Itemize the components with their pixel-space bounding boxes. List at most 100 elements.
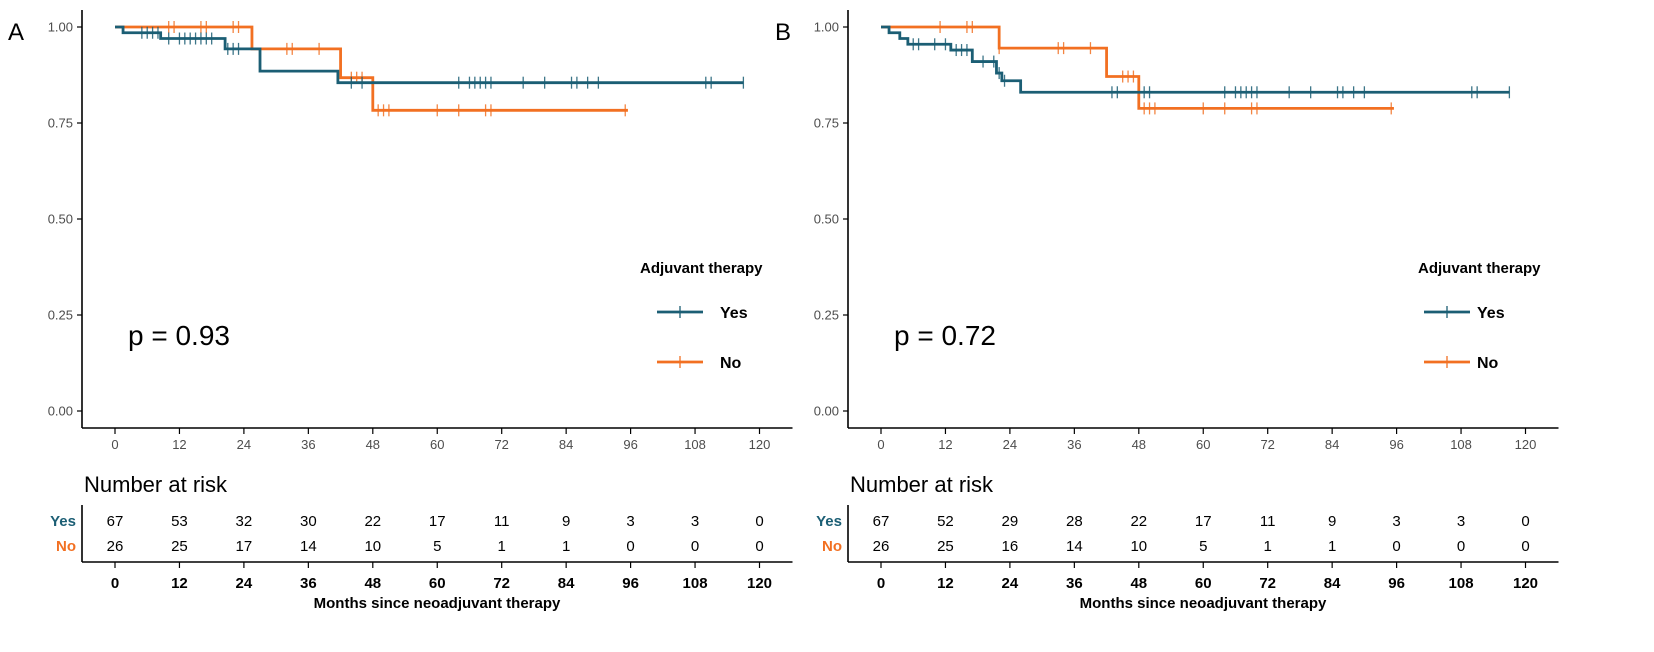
x-tick-label: 48 [1132,437,1146,452]
risk-count: 10 [1130,538,1147,555]
risk-table-tick-label: 72 [1259,575,1276,592]
x-tick-label: 84 [559,437,573,452]
panel-a: Ap = 0.93 0.00 0.25 0.50 0.75 1.00 0 12 24 36 48 60… [8,10,793,612]
risk-count: 22 [1130,513,1147,530]
y-tick-label: 1.00 [48,20,73,35]
legend-title: Adjuvant therapy [1418,260,1541,277]
risk-table-tick-label: 36 [1066,575,1083,592]
x-tick-label: 24 [1003,437,1017,452]
risk-count: 26 [873,538,890,555]
risk-count: 1 [1328,538,1336,555]
risk-table-tick-label: 120 [747,575,772,592]
x-tick-label: 120 [749,437,771,452]
survival-curve-yes [881,25,1510,94]
risk-row-label-yes: Yes [816,513,842,530]
x-tick-label: 84 [1325,437,1339,452]
risk-count: 3 [1392,513,1400,530]
y-tick-label: 0.50 [814,212,839,227]
risk-table-tick-label: 96 [622,575,639,592]
risk-count: 14 [300,538,317,555]
risk-count: 17 [429,513,446,530]
risk-table-tick-label: 60 [429,575,446,592]
risk-table-tick-label: 120 [1513,575,1538,592]
risk-count: 11 [494,513,510,530]
risk-count: 30 [300,513,317,530]
risk-count: 5 [433,538,441,555]
risk-count: 16 [1002,538,1019,555]
risk-count: 14 [1066,538,1083,555]
legend-label-no: No [1477,355,1499,372]
risk-table-tick-label: 84 [558,575,575,592]
legend-label-yes: Yes [720,305,748,322]
risk-table-title: Number at risk [84,472,228,497]
risk-count: 53 [171,513,188,530]
x-tick-label: 0 [877,437,884,452]
risk-count: 1 [562,538,570,555]
survival-curve-no [115,25,628,112]
y-tick-label: 0.75 [48,116,73,131]
risk-count: 0 [755,513,763,530]
x-tick-label: 108 [1450,437,1472,452]
risk-count: 17 [236,538,253,555]
p-value: p = 0.72 [894,320,996,351]
risk-count: 0 [1392,538,1400,555]
y-tick-label: 0.50 [48,212,73,227]
risk-count: 67 [873,513,890,530]
risk-count: 11 [1260,513,1276,530]
risk-table-tick-label: 48 [364,575,381,592]
risk-count: 17 [1195,513,1212,530]
risk-count: 26 [107,538,124,555]
x-tick-label: 36 [1067,437,1081,452]
survival-curve-no [881,25,1394,110]
risk-count: 1 [498,538,506,555]
risk-count: 0 [1521,513,1529,530]
x-tick-label: 24 [237,437,251,452]
panel-b: Bp = 0.72 0.00 0.25 0.50 0.75 1.00 0 12 24 36 48 60… [775,10,1559,612]
risk-count: 9 [1328,513,1336,530]
legend-label-yes: Yes [1477,305,1505,322]
panel-label: A [8,19,24,46]
risk-count: 52 [937,513,954,530]
risk-row-label-no: No [56,538,76,555]
x-tick-label: 60 [430,437,444,452]
risk-table-tick-label: 24 [1002,575,1019,592]
risk-count: 0 [691,538,699,555]
x-tick-label: 108 [684,437,706,452]
risk-count: 10 [364,538,381,555]
risk-count: 29 [1002,513,1019,530]
risk-count: 3 [691,513,699,530]
survival-curve-yes [115,25,744,85]
x-tick-label: 96 [623,437,637,452]
x-tick-label: 0 [111,437,118,452]
x-axis-title: Months since neoadjuvant therapy [1080,595,1327,612]
y-tick-label: 0.00 [814,404,839,419]
risk-table-tick-label: 84 [1324,575,1341,592]
risk-count: 0 [1457,538,1465,555]
risk-count: 3 [1457,513,1465,530]
risk-row-label-yes: Yes [50,513,76,530]
x-tick-label: 36 [301,437,315,452]
risk-count: 32 [236,513,253,530]
risk-table-tick-label: 0 [111,575,119,592]
risk-count: 22 [364,513,381,530]
risk-count: 28 [1066,513,1083,530]
risk-table-tick-label: 60 [1195,575,1212,592]
risk-row-label-no: No [822,538,842,555]
x-tick-label: 60 [1196,437,1210,452]
risk-count: 25 [171,538,188,555]
risk-table-tick-label: 36 [300,575,317,592]
risk-table-title: Number at risk [850,472,994,497]
risk-count: 9 [562,513,570,530]
x-tick-label: 12 [172,437,186,452]
p-value: p = 0.93 [128,320,230,351]
risk-table-tick-label: 72 [493,575,510,592]
risk-table-tick-label: 96 [1388,575,1405,592]
x-tick-label: 48 [366,437,380,452]
x-axis-title: Months since neoadjuvant therapy [314,595,561,612]
risk-count: 3 [626,513,634,530]
panel-label: B [775,19,791,46]
y-tick-label: 0.25 [48,308,73,323]
y-tick-label: 0.25 [814,308,839,323]
risk-count: 67 [107,513,124,530]
y-tick-label: 0.00 [48,404,73,419]
